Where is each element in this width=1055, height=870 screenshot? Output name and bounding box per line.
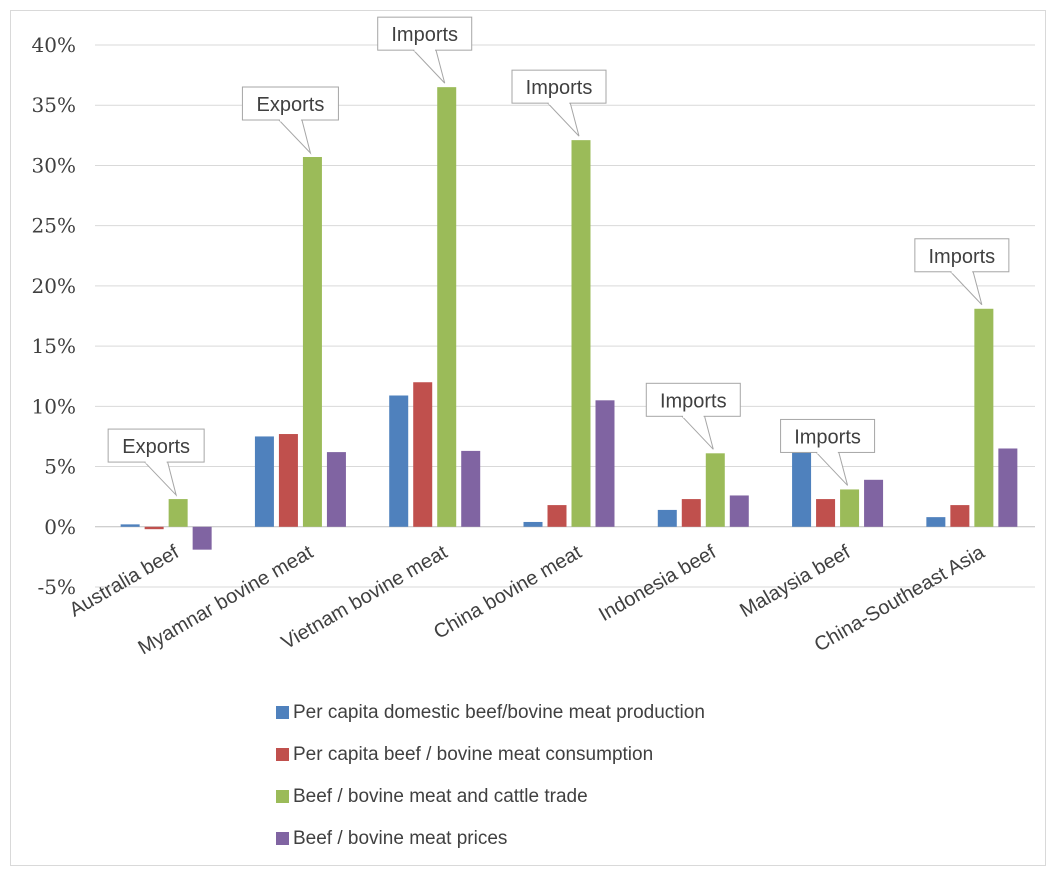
legend-label: Per capita domestic beef/bovine meat pro… <box>293 702 705 723</box>
legend-label: Beef / bovine meat prices <box>293 828 507 849</box>
callout-joint <box>549 102 570 105</box>
callout-pointer <box>816 452 847 485</box>
bar <box>303 157 322 527</box>
callout: Imports <box>378 17 472 83</box>
bar <box>682 499 701 527</box>
callout-label: Imports <box>794 426 861 448</box>
callout-label: Imports <box>391 24 458 46</box>
bar <box>792 451 811 527</box>
callout-joint <box>683 415 704 418</box>
x-tick-label: China bovine meat <box>430 541 586 644</box>
y-tick-label: 5% <box>44 455 76 479</box>
callout: Exports <box>108 429 204 495</box>
callout-joint <box>146 461 167 464</box>
bar <box>461 451 480 527</box>
y-axis: -5% 0% 5% 10% 15% 20% 25% 30% 35% 40% <box>32 33 76 599</box>
callout: Imports <box>915 239 1009 305</box>
bar <box>998 448 1017 526</box>
x-tick-label: Australia beef <box>66 541 183 621</box>
bar <box>169 499 188 527</box>
bar <box>121 524 140 526</box>
bar <box>926 517 945 527</box>
callout-label: Exports <box>257 94 325 116</box>
y-tick-label: 20% <box>32 274 76 298</box>
callout-pointer <box>548 103 579 136</box>
legend: Per capita domestic beef/bovine meat pro… <box>276 702 705 849</box>
bar <box>193 527 212 550</box>
callout: Imports <box>512 70 606 136</box>
callout-label: Imports <box>660 390 727 412</box>
bar <box>413 382 432 527</box>
bar <box>327 452 346 527</box>
bar <box>255 436 274 526</box>
legend-swatch <box>276 706 289 719</box>
callout-pointer <box>279 120 311 153</box>
callout-joint <box>280 119 301 122</box>
bar <box>279 434 298 527</box>
callout-label: Exports <box>122 436 190 458</box>
callout-joint <box>817 451 838 454</box>
legend-swatch <box>276 748 289 761</box>
bar <box>706 453 725 526</box>
callout-pointer <box>951 272 982 305</box>
bar <box>145 527 164 529</box>
bar <box>524 522 543 527</box>
bar <box>658 510 677 527</box>
bar <box>950 505 969 527</box>
bar <box>864 480 883 527</box>
y-tick-label: 0% <box>44 515 76 539</box>
callout-label: Imports <box>929 246 996 268</box>
y-tick-label: 25% <box>32 214 76 238</box>
bar <box>596 400 615 526</box>
y-tick-label: -5% <box>38 575 77 599</box>
y-tick-label: 10% <box>32 394 76 418</box>
legend-label: Beef / bovine meat and cattle trade <box>293 786 588 807</box>
y-tick-label: 40% <box>32 33 76 57</box>
bar <box>840 489 859 526</box>
bar <box>548 505 567 527</box>
bar <box>437 87 456 527</box>
callout: Exports <box>242 87 338 153</box>
x-tick-label: Malaysia beef <box>736 541 854 622</box>
y-tick-label: 35% <box>32 93 76 117</box>
bar <box>974 309 993 527</box>
y-tick-label: 30% <box>32 153 76 177</box>
legend-label: Per capita beef / bovine meat consumptio… <box>293 744 653 765</box>
callout-label: Imports <box>526 77 593 99</box>
bar <box>572 140 591 527</box>
callout: Imports <box>646 383 740 449</box>
legend-swatch <box>276 832 289 845</box>
callout-pointer <box>682 416 713 449</box>
bars <box>121 87 1018 550</box>
annotations: Exports Exports Imports Imports Imports Impor… <box>108 17 1009 495</box>
bar <box>389 395 408 526</box>
bar <box>816 499 835 527</box>
bar <box>730 495 749 526</box>
callout-joint <box>414 49 435 52</box>
legend-swatch <box>276 790 289 803</box>
x-tick-label: Indonesia beef <box>595 541 720 626</box>
callout-pointer <box>413 50 444 83</box>
y-tick-label: 15% <box>32 334 76 358</box>
callout-joint <box>952 270 973 273</box>
